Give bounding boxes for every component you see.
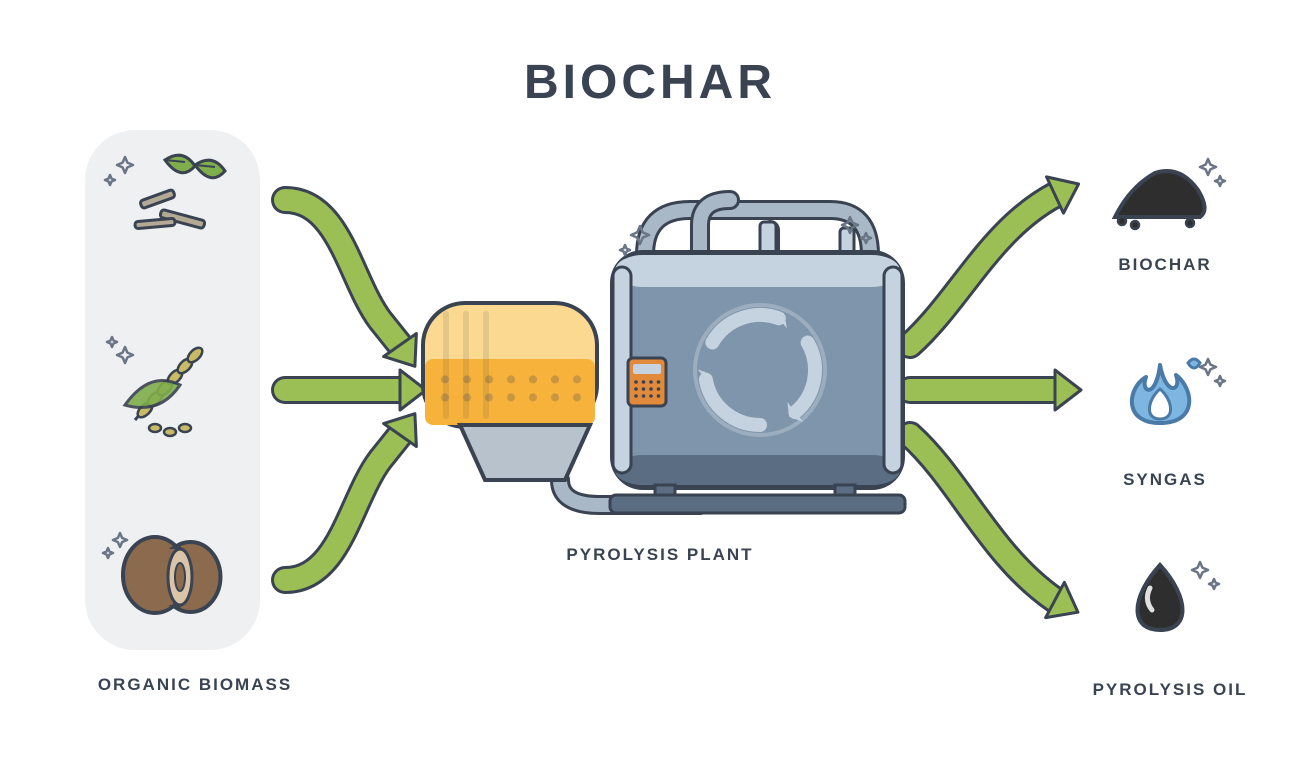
organic-biomass-label: ORGANIC BIOMASS: [80, 675, 310, 695]
syngas-flame-icon: [1132, 359, 1225, 423]
coconut-shell-icon: [103, 533, 220, 613]
pyrolysis-plant-label: PYROLYSIS PLANT: [540, 545, 780, 565]
biochar-output-label: BIOCHAR: [1085, 255, 1245, 275]
pyrolysis-plant-illustration: [421, 200, 905, 513]
pyrolysis-oil-drop-icon: [1138, 562, 1220, 630]
output-product-icons: [1115, 159, 1225, 630]
biochar-pile-icon: [1115, 159, 1225, 229]
organic-biomass-icons: [103, 155, 225, 613]
diagram-canvas: [0, 0, 1300, 780]
grain-wheat-icon: [107, 337, 205, 436]
pyrolysis-oil-label: PYROLYSIS OIL: [1075, 680, 1265, 700]
syngas-output-label: SYNGAS: [1085, 470, 1245, 490]
wood-branches-icon: [105, 155, 225, 229]
